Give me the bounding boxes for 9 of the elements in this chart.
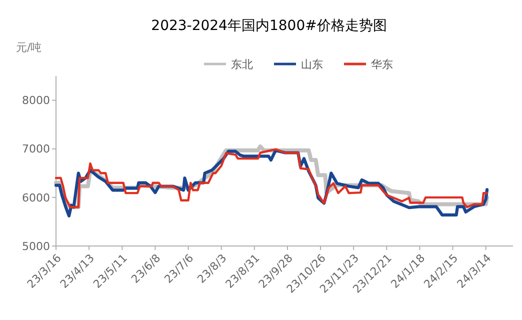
- legend-label: 华东: [371, 58, 393, 71]
- y-tick-label: 7000: [22, 142, 50, 156]
- y-tick-label: 6000: [22, 191, 50, 204]
- legend-label: 东北: [231, 58, 253, 71]
- y-tick-label: 5000: [22, 240, 50, 253]
- legend-label: 山东: [301, 58, 323, 71]
- y-axis-title: 元/吨: [16, 41, 42, 54]
- chart-title: 2023-2024年国内1800#价格走势图: [151, 18, 387, 34]
- y-tick-label: 8000: [22, 94, 50, 108]
